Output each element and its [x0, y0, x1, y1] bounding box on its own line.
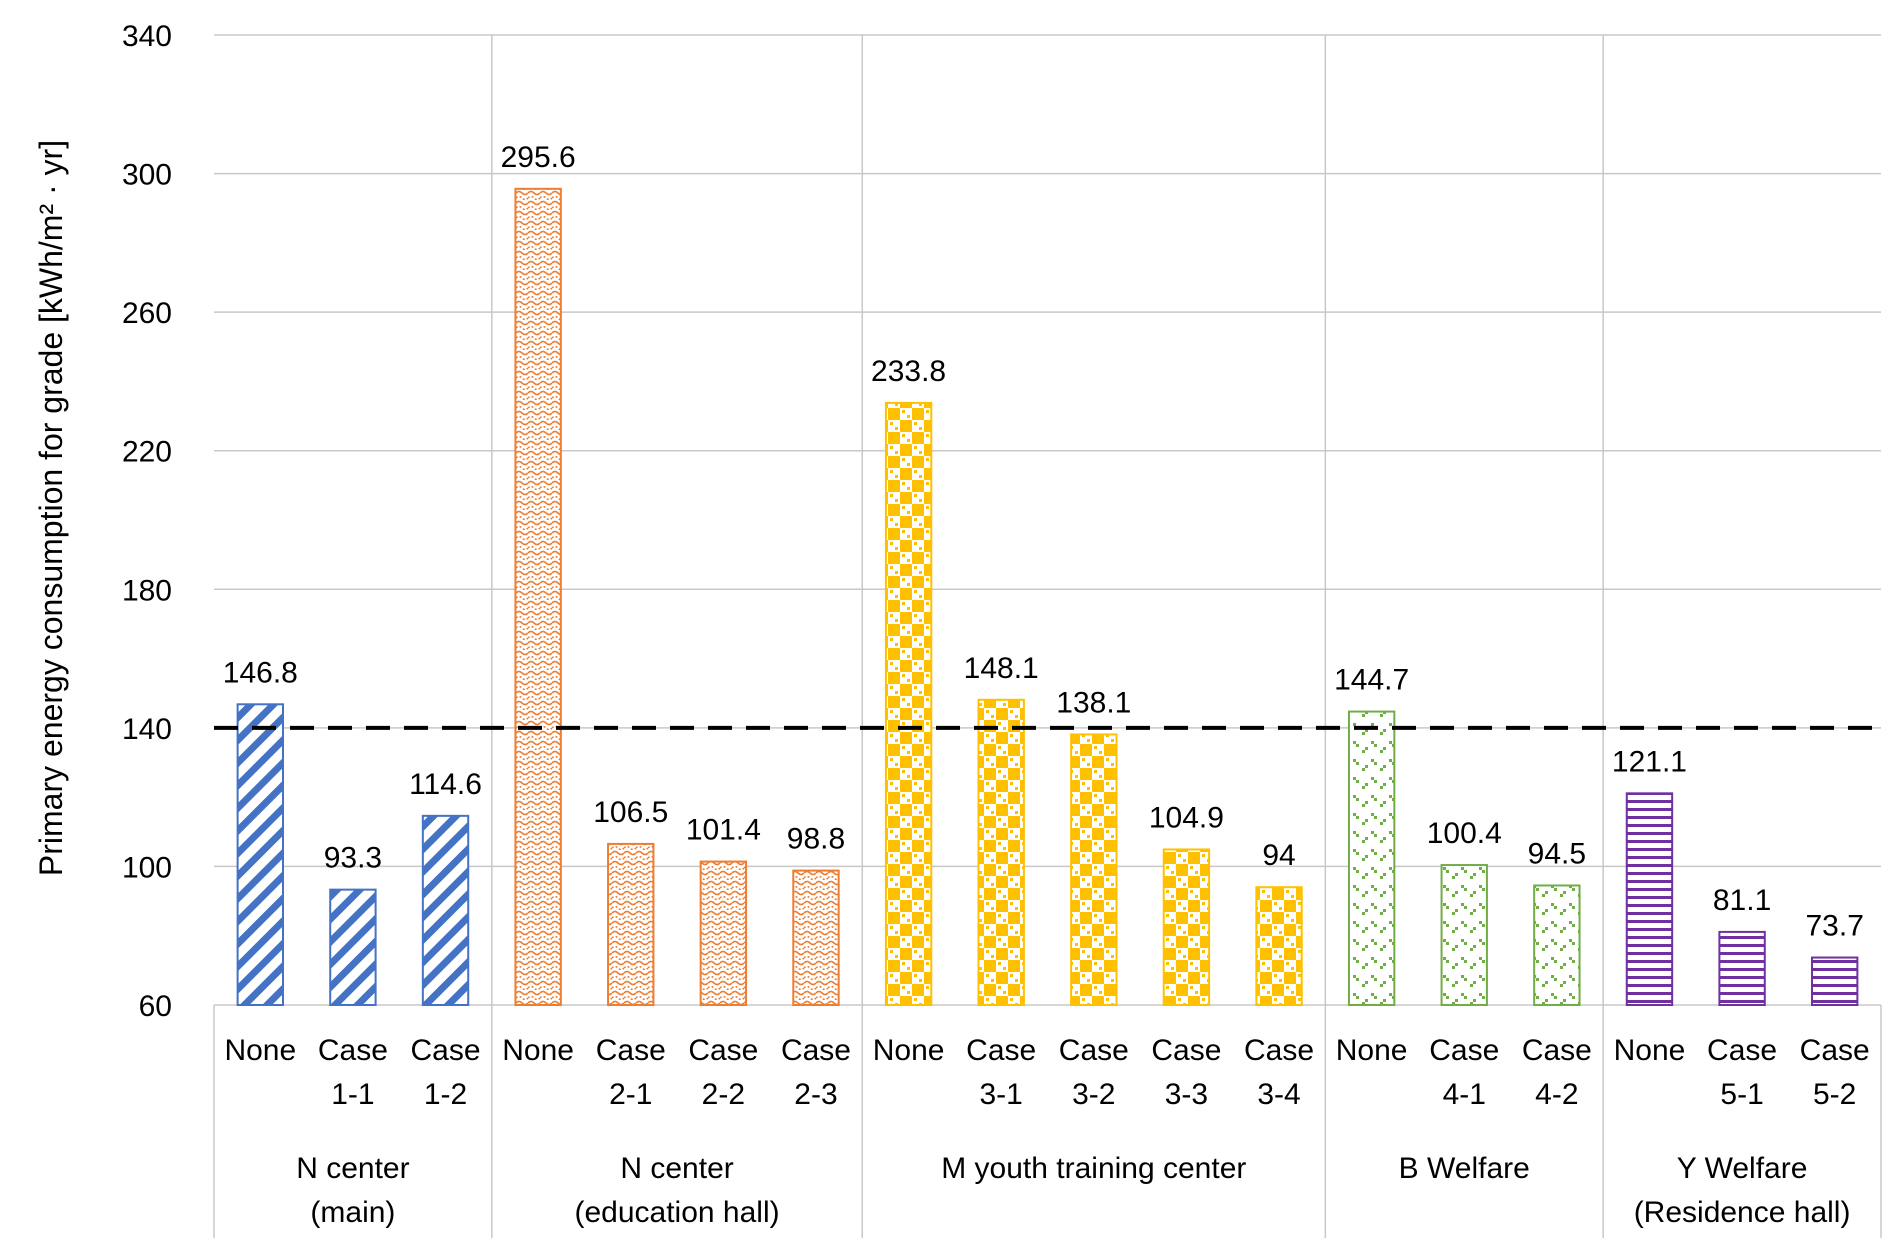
bar — [1162, 848, 1211, 1006]
data-label: 104.9 — [1149, 801, 1224, 834]
bar — [329, 888, 377, 1006]
bar — [699, 860, 748, 1006]
group-label: (education hall) — [574, 1196, 779, 1229]
category-label: Case — [1522, 1034, 1592, 1067]
category-label: 5-2 — [1813, 1078, 1856, 1111]
group-label: N center — [296, 1152, 409, 1185]
category-label: 1-2 — [424, 1078, 467, 1111]
category-label: 4-2 — [1535, 1078, 1578, 1111]
bar — [514, 187, 562, 1007]
category-label: Case — [688, 1034, 758, 1067]
category-label: None — [1336, 1034, 1408, 1067]
data-label: 98.8 — [787, 823, 845, 856]
category-label: Case — [966, 1034, 1036, 1067]
bar — [236, 703, 284, 1006]
category-label: None — [502, 1034, 574, 1067]
y-tick-label: 300 — [122, 159, 172, 192]
category-label: 3-1 — [980, 1078, 1023, 1111]
data-label: 138.1 — [1056, 686, 1131, 719]
bar — [1811, 956, 1859, 1007]
category-label: 3-2 — [1072, 1078, 1115, 1111]
category-label: 4-1 — [1443, 1078, 1486, 1111]
bar — [792, 869, 840, 1006]
category-label: 5-1 — [1720, 1078, 1763, 1111]
data-label: 81.1 — [1713, 884, 1771, 917]
data-label: 148.1 — [964, 652, 1039, 685]
data-label: 100.4 — [1427, 817, 1502, 850]
group-label: (main) — [310, 1196, 395, 1229]
category-label: 3-3 — [1165, 1078, 1208, 1111]
data-label: 121.1 — [1612, 745, 1687, 778]
data-label: 94 — [1262, 839, 1295, 872]
group-label: B Welfare — [1399, 1152, 1530, 1185]
y-tick-label: 220 — [122, 436, 172, 469]
group-label: N center — [620, 1152, 733, 1185]
bar — [1347, 710, 1396, 1006]
category-label: 1-1 — [331, 1078, 374, 1111]
data-label: 146.8 — [223, 656, 298, 689]
y-tick-label: 140 — [122, 713, 172, 746]
bar — [421, 814, 470, 1006]
y-axis-title: Primary energy consumption for grade [kW… — [33, 140, 69, 876]
group-label: M youth training center — [941, 1152, 1246, 1185]
data-label: 295.6 — [501, 141, 576, 174]
bar — [1440, 864, 1488, 1006]
bar — [607, 842, 655, 1006]
category-label: 2-2 — [702, 1078, 745, 1111]
bar — [1070, 733, 1118, 1006]
y-tick-label: 100 — [122, 851, 172, 884]
data-label: 93.3 — [324, 842, 382, 875]
y-tick-label: 340 — [122, 20, 172, 53]
category-label: Case — [596, 1034, 666, 1067]
data-label: 73.7 — [1805, 910, 1863, 943]
category-label: 2-1 — [609, 1078, 652, 1111]
category-label: Case — [1429, 1034, 1499, 1067]
bar — [1533, 884, 1581, 1006]
category-label: Case — [1059, 1034, 1129, 1067]
y-tick-label: 260 — [122, 297, 172, 330]
data-label: 106.5 — [593, 796, 668, 829]
category-label: None — [224, 1034, 296, 1067]
y-tick-label: 60 — [139, 990, 172, 1023]
data-label: 114.6 — [409, 768, 482, 801]
category-label: None — [1614, 1034, 1686, 1067]
category-label: 2-3 — [794, 1078, 837, 1111]
category-label: 3-4 — [1257, 1078, 1300, 1111]
category-label: None — [873, 1034, 945, 1067]
data-label: 144.7 — [1334, 664, 1409, 697]
category-label: Case — [411, 1034, 481, 1067]
category-label: Case — [1151, 1034, 1221, 1067]
category-label: Case — [1800, 1034, 1870, 1067]
data-label: 233.8 — [871, 355, 946, 388]
group-label: Y Welfare — [1677, 1152, 1808, 1185]
bar — [977, 698, 1025, 1007]
category-label: Case — [781, 1034, 851, 1067]
y-tick-label: 180 — [122, 574, 172, 607]
category-label: Case — [318, 1034, 388, 1067]
group-label: (Residence hall) — [1634, 1196, 1851, 1229]
data-label: 101.4 — [686, 814, 761, 847]
data-label: 94.5 — [1528, 837, 1586, 870]
bar — [1718, 930, 1766, 1006]
category-label: Case — [1707, 1034, 1777, 1067]
bar — [1255, 886, 1303, 1007]
bar — [884, 401, 933, 1006]
bars-layer — [236, 187, 1859, 1007]
labels-layer: 60 100 140 180 220 260 300 340 146.8 None 93.3 Case… — [122, 20, 1870, 1229]
bar — [1625, 792, 1674, 1007]
category-label: Case — [1244, 1034, 1314, 1067]
